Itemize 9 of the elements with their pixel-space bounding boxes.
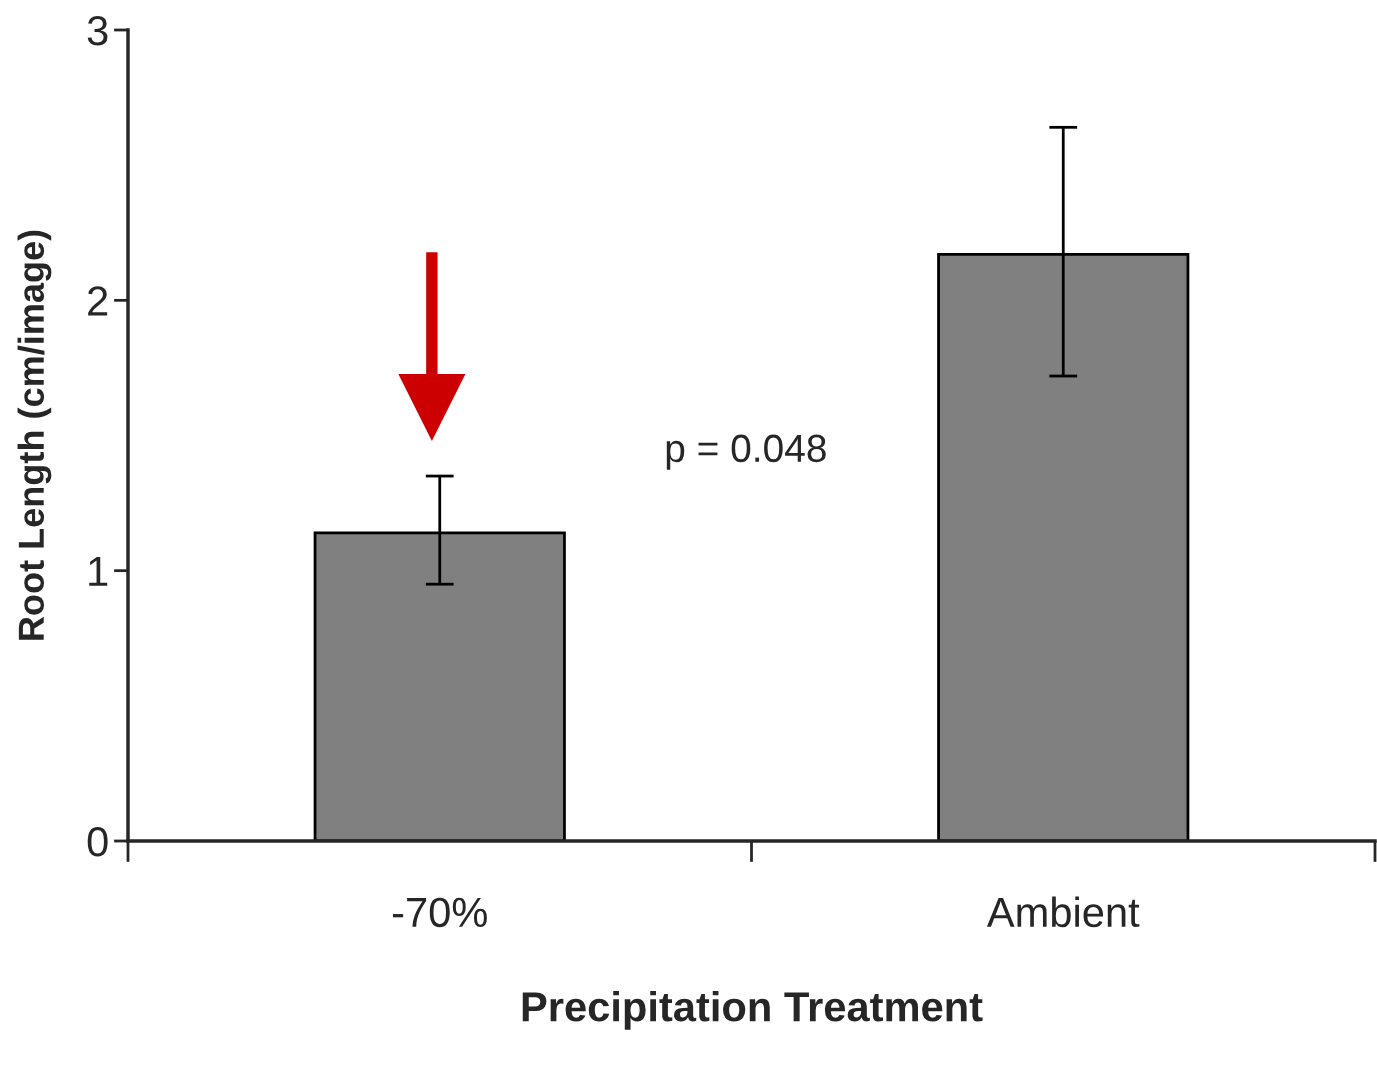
y-axis-title: Root Length (cm/image): [17, 230, 52, 640]
annotation: p = 0.048: [666, 434, 826, 470]
y-tick-label: 2: [88, 286, 108, 316]
x-tick-label: -70%: [392, 897, 487, 928]
x-tick-label: Ambient: [986, 896, 1140, 928]
y-tick-label: 0: [87, 827, 108, 857]
x-axis-title: Precipitation Treatment: [522, 990, 983, 1030]
y-tick-label: 3: [87, 16, 108, 46]
y-tick-label: 1: [89, 557, 108, 586]
